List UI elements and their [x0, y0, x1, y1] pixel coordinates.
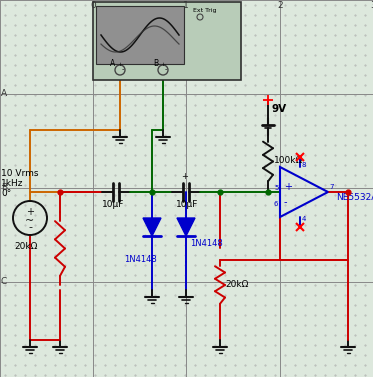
Text: 1: 1 [183, 0, 189, 9]
Text: 0: 0 [90, 0, 96, 9]
Text: -: - [284, 197, 288, 207]
Text: 9V: 9V [272, 104, 287, 114]
Text: 5: 5 [274, 185, 278, 191]
Text: NE5532A: NE5532A [336, 193, 373, 202]
Text: -: - [165, 66, 167, 72]
Text: -: - [28, 222, 32, 232]
Text: 8: 8 [302, 162, 307, 168]
Text: -: - [122, 66, 125, 72]
Text: +: + [160, 62, 165, 67]
Text: 1N4148: 1N4148 [124, 255, 157, 264]
Text: +: + [26, 207, 34, 217]
Text: 7: 7 [329, 184, 333, 190]
Polygon shape [143, 218, 161, 236]
Text: +: + [117, 62, 122, 67]
FancyBboxPatch shape [96, 6, 184, 64]
Text: 4: 4 [302, 216, 306, 222]
Text: 6: 6 [274, 201, 279, 207]
Text: +: + [182, 172, 188, 181]
Text: A: A [1, 89, 7, 98]
Text: C: C [1, 277, 7, 287]
Text: B: B [1, 184, 7, 193]
FancyBboxPatch shape [93, 2, 241, 80]
Text: Ext Trig: Ext Trig [193, 8, 216, 13]
Text: 1N4148: 1N4148 [190, 239, 223, 248]
Text: +: + [284, 182, 292, 192]
Text: 100kΩ: 100kΩ [274, 156, 303, 165]
Text: 0°: 0° [1, 189, 11, 198]
Text: 2: 2 [277, 0, 283, 9]
Text: 3: 3 [370, 0, 373, 9]
Text: B: B [153, 59, 158, 68]
Text: 10µF: 10µF [176, 200, 198, 209]
Text: 1kHz: 1kHz [1, 179, 23, 188]
Text: 20kΩ: 20kΩ [225, 280, 248, 289]
Text: ~: ~ [25, 216, 35, 226]
Text: 10µF: 10µF [102, 200, 124, 209]
Text: 10 Vrms: 10 Vrms [1, 169, 38, 178]
Text: A: A [110, 59, 115, 68]
Text: 20kΩ: 20kΩ [14, 242, 37, 251]
Polygon shape [177, 218, 195, 236]
